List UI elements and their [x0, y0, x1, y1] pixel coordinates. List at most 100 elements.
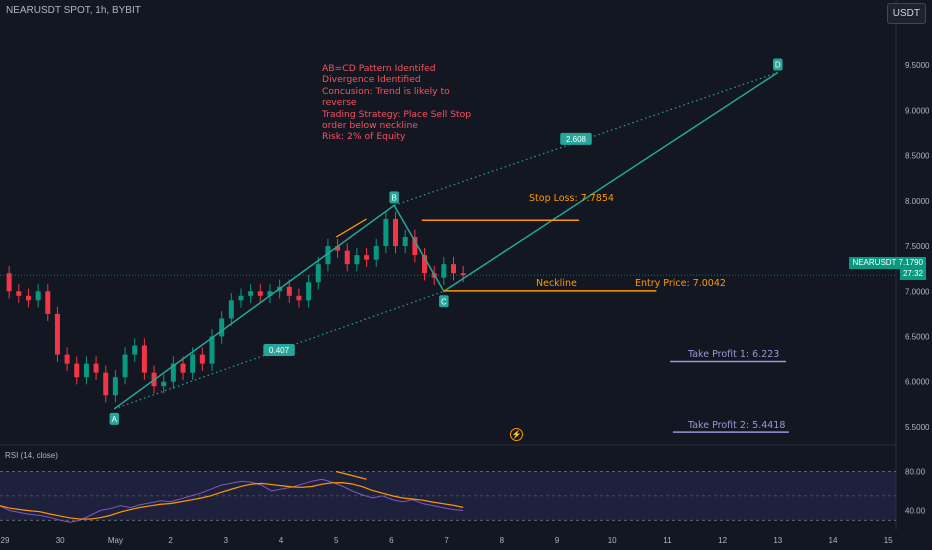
candle-body: [45, 291, 51, 314]
y-tick-label: 9.0000: [905, 106, 930, 115]
x-tick-label: 12: [718, 536, 727, 545]
countdown-tag: 27:32: [899, 268, 926, 280]
candle-body: [422, 255, 428, 274]
note-line: Divergence Identified: [322, 74, 421, 86]
x-tick-label: 30: [56, 536, 65, 545]
x-tick-label: 13: [773, 536, 782, 545]
candle-body: [199, 354, 205, 364]
candle-body: [373, 246, 379, 260]
x-tick-label: 10: [608, 536, 617, 545]
candle-body: [306, 282, 312, 301]
candle-body: [315, 264, 321, 283]
x-tick-label: 14: [829, 536, 838, 545]
x-tick-label: 29: [1, 536, 10, 545]
take-profit-1-label: Take Profit 1: 6.223: [688, 349, 780, 360]
candle-body: [248, 291, 254, 296]
analysis-notes: AB=CD Pattern Identifed Divergence Ident…: [322, 63, 472, 143]
svg-text:D: D: [775, 60, 781, 69]
candle-body: [122, 354, 128, 378]
candle-body: [83, 363, 89, 378]
candle-body: [180, 363, 186, 373]
y-tick-label: 9.5000: [905, 61, 930, 70]
rsi-y-tick-label: 80.00: [905, 468, 926, 477]
candle-body: [412, 237, 418, 256]
svg-text:2.608: 2.608: [566, 135, 587, 144]
candle-body: [103, 372, 109, 396]
candle-body: [325, 246, 331, 265]
price-tag-price: 7.1790: [898, 258, 923, 267]
svg-text:C: C: [441, 297, 447, 306]
divergence-rsi-line: [336, 470, 367, 480]
candle-body: [64, 354, 70, 364]
candle-body: [132, 345, 138, 355]
candle-body: [441, 264, 447, 278]
flash-icon[interactable]: ⚡: [510, 428, 523, 441]
x-tick-label: 8: [500, 536, 505, 545]
ratio-label-bd: 2.608: [560, 132, 592, 145]
candle-body: [393, 218, 399, 247]
candle-body: [25, 295, 31, 301]
symbol-price-tag: NEARUSDT 7.1790: [849, 257, 926, 269]
y-tick-label: 7.5000: [905, 242, 930, 251]
rsi-ma-line: [0, 482, 464, 520]
candle-body: [141, 345, 147, 373]
candle-body: [190, 354, 196, 373]
y-tick-label: 5.5000: [905, 423, 930, 432]
candle-body: [209, 336, 215, 364]
candle-body: [161, 381, 167, 387]
candle-body: [364, 255, 370, 260]
y-tick-label: 6.5000: [905, 332, 930, 341]
candle-body: [451, 264, 456, 274]
note-line: order below neckline: [322, 120, 418, 132]
note-line: Risk: 2% of Equity: [322, 131, 406, 143]
ratio-label-ac: 0.407: [263, 344, 295, 357]
rsi-title: RSI (14, close): [5, 451, 58, 460]
x-tick-label: 15: [884, 536, 893, 545]
x-tick-label: 5: [334, 536, 339, 545]
note-line: reverse: [322, 97, 357, 109]
price-tag-symbol: NEARUSDT: [852, 258, 897, 267]
candle-body: [6, 273, 12, 292]
candle-body: [460, 273, 466, 275]
candle-body: [112, 377, 118, 396]
point-a-label: A: [109, 412, 120, 425]
x-tick-label: 6: [389, 536, 394, 545]
stop-loss-label: Stop Loss: 7.7854: [529, 193, 614, 204]
candle-body: [16, 291, 22, 296]
candle-body: [335, 246, 341, 251]
currency-button[interactable]: USDT: [886, 3, 926, 24]
x-tick-label: 3: [224, 536, 229, 545]
candle-body: [35, 291, 41, 301]
point-d-label: D: [773, 58, 783, 71]
candle-body: [170, 363, 176, 382]
candle-body: [344, 250, 350, 265]
x-tick-label: 4: [279, 536, 284, 545]
y-tick-label: 6.0000: [905, 378, 930, 387]
candle-body: [286, 286, 292, 296]
abcd-pattern-line: [113, 71, 779, 410]
x-tick-label: 11: [663, 536, 672, 545]
svg-text:B: B: [391, 193, 396, 202]
y-tick-label: 7.0000: [905, 287, 930, 296]
svg-text:A: A: [112, 415, 118, 424]
x-tick-label: May: [108, 536, 123, 545]
note-line: Trading Strategy: Place Sell Stop: [322, 108, 472, 120]
svg-text:0.407: 0.407: [269, 346, 290, 355]
x-tick-label: 7: [444, 536, 449, 545]
rsi-line: [0, 478, 464, 523]
entry-price-label: Entry Price: 7.0042: [635, 278, 726, 289]
candle-body: [54, 313, 60, 355]
candle-body: [93, 363, 99, 373]
candle-body: [74, 363, 80, 378]
candle-body: [296, 295, 302, 301]
divergence-price-line: [335, 218, 367, 238]
y-tick-label: 8.0000: [905, 197, 930, 206]
point-c-label: C: [439, 295, 449, 308]
neckline-label: Neckline: [536, 278, 577, 289]
candle-body: [257, 291, 263, 296]
take-profit-2-label: Take Profit 2: 5.4418: [688, 420, 786, 431]
x-tick-label: 9: [555, 536, 560, 545]
symbol-title: NEARUSDT SPOT, 1h, BYBIT: [6, 5, 141, 16]
candle-body: [383, 218, 389, 247]
